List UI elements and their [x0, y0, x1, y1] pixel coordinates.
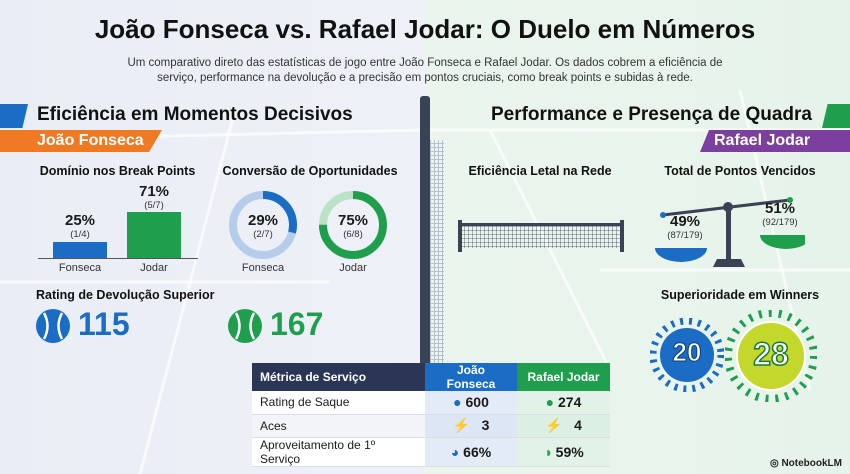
donut-fonseca-pct: 29% [247, 212, 279, 229]
break-points-title: Domínio nos Break Points [39, 164, 196, 178]
fonseca-value: 600 [465, 394, 489, 411]
net-pole [420, 96, 430, 368]
tennis-ball-icon: ● [453, 394, 462, 411]
service-metrics-table: Métrica de Serviço João Fonseca Rafael J… [252, 363, 610, 467]
return-rating-title: Rating de Devolução Superior [36, 288, 215, 302]
table-row: Aces ⚡ 3 ⚡ 4 [252, 414, 610, 438]
donut-arc-fonseca [229, 191, 297, 259]
balance-scale-icon [655, 197, 805, 267]
bar-baseline [38, 258, 198, 259]
points-fonseca-frac: (87/179) [667, 230, 703, 241]
accent-bar-green [822, 104, 850, 128]
bar-fonseca [53, 241, 107, 258]
tennis-ball-icon: ● [545, 394, 555, 411]
tennis-net-icon [458, 220, 624, 252]
donut-fonseca-frac: (2/7) [253, 229, 273, 240]
notebooklm-logo: ◎ NotebookLM [769, 458, 842, 469]
player-banner-fonseca: João Fonseca [0, 130, 162, 152]
points-jodar-frac: (92/179) [762, 217, 798, 228]
right-heading: Performance e Presença de Quadra [490, 104, 812, 125]
winners-jodar: 28 [752, 335, 789, 373]
bar-fonseca-pct: 25% [64, 212, 96, 229]
points-fonseca-pct: 49% [669, 213, 701, 230]
table-header-metric: Métrica de Serviço [252, 363, 425, 391]
table-row: Aproveitamento de 1º Serviço ◕ 66% ◑ 59% [252, 437, 610, 467]
brand-name: NotebookLM [781, 458, 842, 469]
lightning-icon: ⚡ [452, 417, 470, 433]
page-subtitle: Um comparativo direto das estatísticas d… [127, 57, 723, 84]
pie-icon: ◑ [543, 443, 552, 460]
tennis-ball-icon [228, 309, 262, 343]
winners-fonseca: 20 [672, 337, 702, 368]
winners-jodar-badge [725, 310, 817, 402]
fonseca-value: 3 [481, 417, 490, 433]
net-efficiency-title: Eficiência Letal na Rede [468, 164, 612, 178]
pie-icon: ◕ [450, 443, 460, 460]
donut-fonseca-label: Fonseca [241, 262, 285, 274]
conversion-title: Conversão de Oportunidades [222, 164, 398, 178]
jodar-value: 4 [574, 417, 582, 433]
left-heading: Eficiência em Momentos Decisivos [37, 104, 353, 125]
bar-jodar-frac: (5/7) [144, 200, 164, 211]
table-row: Rating de Saque ● 600 ● 274 [252, 391, 610, 415]
winners-fonseca-badge [650, 318, 724, 392]
bar-fonseca-label: Fonseca [58, 262, 102, 274]
lightning-icon: ⚡ [545, 417, 563, 433]
metric-label: Aproveitamento de 1º Serviço [252, 437, 425, 467]
bar-jodar-label: Jodar [140, 262, 168, 274]
player-banner-jodar: Rafael Jodar [700, 130, 850, 152]
table-header-fonseca: João Fonseca [425, 363, 517, 391]
page-title: João Fonseca vs. Rafael Jodar: O Duelo e… [94, 14, 756, 44]
winners-title: Superioridade em Winners [660, 288, 820, 302]
metric-label: Aces [252, 414, 425, 438]
donut-jodar-label: Jodar [339, 262, 367, 274]
bar-jodar-pct: 71% [138, 183, 170, 200]
donut-jodar-pct: 75% [337, 212, 369, 229]
donut-arc-jodar [319, 191, 387, 259]
jodar-value: 274 [558, 394, 582, 411]
tennis-ball-icon [36, 309, 70, 343]
points-jodar-pct: 51% [764, 200, 796, 217]
donut-jodar-frac: (6/8) [343, 229, 363, 240]
metric-label: Rating de Saque [252, 391, 425, 415]
donut-charts [229, 191, 387, 259]
return-rating-jodar: 167 [270, 306, 324, 342]
net-mesh [430, 140, 444, 368]
fonseca-value: 66% [463, 443, 492, 460]
bar-jodar [127, 211, 181, 258]
jodar-value: 59% [555, 443, 584, 460]
table-header-jodar: Rafael Jodar [517, 363, 610, 391]
total-points-title: Total de Pontos Vencidos [664, 164, 816, 178]
bar-fonseca-frac: (1/4) [70, 229, 90, 240]
return-rating-fonseca: 115 [78, 306, 130, 342]
